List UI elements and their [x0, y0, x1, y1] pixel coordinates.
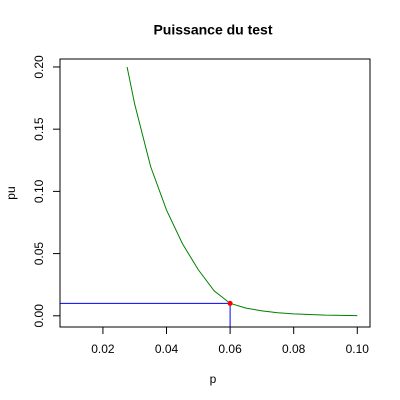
point [227, 300, 233, 306]
curve [126, 66, 358, 317]
x-tick-label: 0.04 [155, 342, 179, 356]
x-tick-label: 0.02 [91, 342, 115, 356]
y-tick-label: 0.00 [32, 304, 46, 328]
y-tick-label: 0.15 [32, 117, 46, 141]
y-tick-label: 0.20 [32, 55, 46, 79]
y-axis-label: pu [4, 186, 18, 199]
x-tick-label: 0.06 [218, 342, 242, 356]
x-axis-label: p [210, 372, 217, 386]
plot-frame [59, 58, 371, 328]
chart-title: Puissance du test [153, 22, 272, 38]
y-tick-label: 0.10 [32, 179, 46, 203]
x-tick-label: 0.10 [346, 342, 370, 356]
y-tick-label: 0.05 [32, 242, 46, 266]
x-tick-label: 0.08 [282, 342, 306, 356]
